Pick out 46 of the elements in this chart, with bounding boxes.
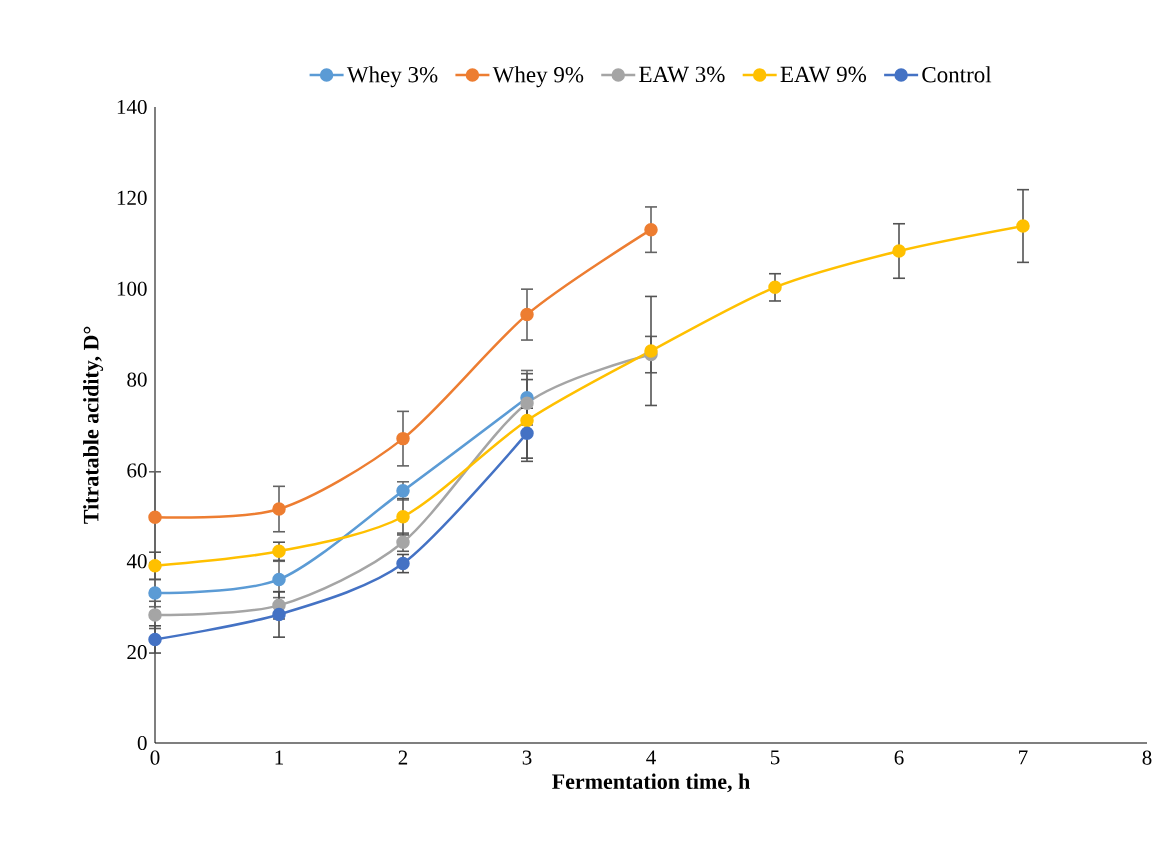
y-tick-label: 60 bbox=[127, 463, 147, 478]
point bbox=[148, 608, 162, 622]
point bbox=[644, 222, 658, 237]
x-tick-label: 5 bbox=[770, 750, 780, 765]
y-tick-label: 100 bbox=[117, 281, 147, 296]
x-tick-label: 4 bbox=[646, 750, 656, 765]
x-tick-label: 8 bbox=[1142, 750, 1152, 765]
point bbox=[396, 484, 410, 498]
x-tick-label: 3 bbox=[522, 750, 532, 765]
legend-label: EAW 3% bbox=[639, 66, 725, 83]
y-tick-label: 80 bbox=[127, 372, 147, 387]
x-tick-label: 7 bbox=[1019, 750, 1028, 765]
x-axis-title: Fermentation time, h bbox=[552, 773, 750, 793]
point bbox=[520, 413, 534, 428]
x-tick-label: 0 bbox=[150, 750, 160, 765]
point bbox=[768, 280, 782, 295]
y-tick-label: 140 bbox=[117, 99, 147, 115]
legend-label: EAW 9% bbox=[780, 66, 867, 83]
point bbox=[644, 344, 658, 358]
point bbox=[148, 510, 162, 524]
y-tick-label: 40 bbox=[126, 554, 147, 569]
x-tick-label: 1 bbox=[275, 750, 283, 765]
x-tick-label: 6 bbox=[894, 750, 904, 765]
point bbox=[272, 544, 286, 559]
legend-label: Whey 9% bbox=[492, 66, 584, 88]
point bbox=[272, 572, 286, 587]
point bbox=[396, 431, 410, 446]
point bbox=[1016, 219, 1030, 233]
x-tick-label: 2 bbox=[398, 750, 408, 765]
point bbox=[148, 559, 162, 573]
point bbox=[520, 307, 534, 322]
point bbox=[272, 607, 286, 622]
point bbox=[396, 535, 410, 549]
y-tick-label: 120 bbox=[117, 190, 147, 205]
point bbox=[272, 502, 286, 516]
point bbox=[892, 244, 906, 258]
y-tick-label: 20 bbox=[127, 645, 147, 660]
point bbox=[520, 396, 534, 410]
point bbox=[396, 510, 410, 524]
y-tick-label: 0 bbox=[137, 735, 147, 751]
point bbox=[148, 586, 162, 600]
legend-label: Control bbox=[922, 66, 992, 83]
legend-label: Whey 3% bbox=[346, 66, 438, 88]
point bbox=[148, 632, 162, 647]
y-axis-title: Titratable acidity, D° bbox=[83, 326, 104, 524]
point bbox=[520, 426, 534, 440]
